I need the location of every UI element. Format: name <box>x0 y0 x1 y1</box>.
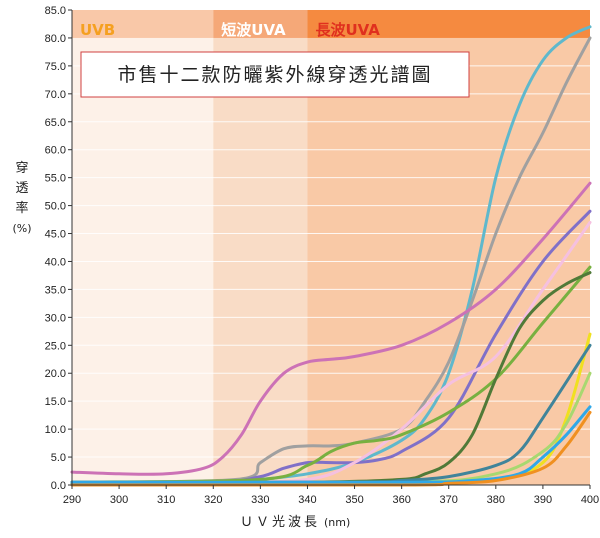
series-line-3 <box>70 181 592 476</box>
y-tick-label-5: 25.0 <box>45 340 66 352</box>
y-tick-label-14: 70.0 <box>45 89 66 101</box>
x-tick-label-7: 360 <box>392 494 410 506</box>
x-axis-label: ＵＶ光波長 <box>240 515 320 530</box>
y-axis-label-char-3: 率 <box>15 200 28 216</box>
x-tick-label-2: 310 <box>157 494 175 506</box>
y-tick-label-11: 55.0 <box>45 173 66 185</box>
chart-title: 市售十二款防曬紫外線穿透光譜圖 <box>117 64 432 86</box>
y-tick-label-0: 0.0 <box>51 480 66 492</box>
y-tick-label-16: 80.0 <box>45 33 66 45</box>
y-tick-label-3: 15.0 <box>45 396 66 408</box>
band-label-3: 長波UVA <box>315 21 380 39</box>
y-tick-label-9: 45.0 <box>45 229 66 241</box>
y-tick-label-17: 85.0 <box>45 5 66 17</box>
tick-labels: 0.0 5.0 10.0 15.0 20.0 25.0 30.0 35.0 40.0 45.0 50… <box>45 5 600 506</box>
x-tick-label-4: 330 <box>251 494 269 506</box>
series-line-11 <box>70 405 592 484</box>
y-axis-label-char-2: 透 <box>15 181 28 196</box>
y-tick-label-8: 40.0 <box>45 256 66 268</box>
x-tick-label-5: 340 <box>298 494 316 506</box>
y-tick-label-1: 5.0 <box>51 452 66 464</box>
x-tick-label-9: 380 <box>487 494 505 506</box>
x-tick-label-11: 400 <box>581 494 599 506</box>
band-label-1: UVB <box>80 21 115 39</box>
band-label-2: 短波UVA <box>221 21 286 39</box>
y-tick-label-6: 30.0 <box>45 312 66 324</box>
y-tick-label-12: 60.0 <box>45 145 66 157</box>
y-tick-label-4: 20.0 <box>45 368 66 380</box>
gridlines <box>72 65 590 458</box>
x-tick-label-10: 390 <box>534 494 552 506</box>
y-tick-label-2: 10.0 <box>45 424 66 436</box>
band-header-2 <box>213 10 308 38</box>
axes <box>71 10 590 486</box>
x-tick-label-3: 320 <box>204 494 222 506</box>
y-tick-label-15: 75.0 <box>45 61 66 73</box>
chart-title-box <box>80 51 470 98</box>
y-axis-label-char-1: 穿 <box>15 160 28 176</box>
x-tick-label-1: 300 <box>110 494 128 506</box>
x-tick-label-0: 290 <box>63 494 81 506</box>
y-axis-unit: (%) <box>12 222 31 235</box>
y-tick-label-10: 50.0 <box>45 201 66 213</box>
series-lines <box>70 25 592 487</box>
series-line-6 <box>70 265 592 484</box>
y-tick-label-13: 65.0 <box>45 117 66 129</box>
x-tick-label-6: 350 <box>345 494 363 506</box>
band-header-1 <box>72 10 214 38</box>
x-axis-unit: (nm) <box>324 516 350 529</box>
band-header-3 <box>307 10 590 38</box>
x-tick-label-8: 370 <box>440 494 458 506</box>
y-tick-label-7: 35.0 <box>45 284 66 296</box>
